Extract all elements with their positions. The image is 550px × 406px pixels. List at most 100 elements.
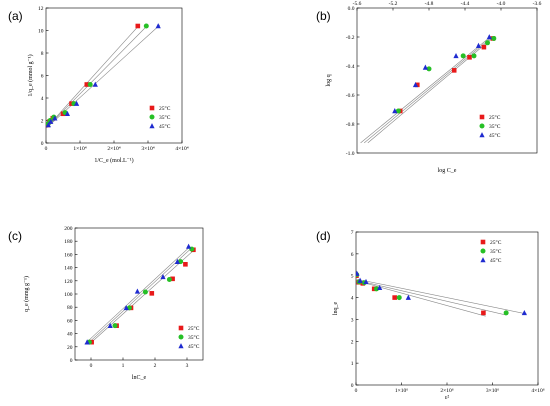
data-point [503,310,509,316]
data-point [521,309,527,316]
legend-label: 35°C [489,123,501,130]
legend-marker [480,239,486,245]
x-tick-label: -4.8 [425,1,434,7]
legend-label: 45°C [188,343,200,350]
y-tick-label: 160 [64,252,73,258]
y-tick-label: 0.0 [348,6,355,12]
legend-label: 35°C [490,248,502,255]
data-point [123,304,129,311]
legend: 25°C 35°C 45°C [149,105,171,130]
fit-line-0 [89,248,196,345]
legend-marker [480,257,486,263]
y-tick-label: 4 [41,96,44,102]
panel-label: (c) [8,229,22,243]
data-point [475,42,482,48]
fit-line-2 [360,36,491,144]
data-point [405,294,411,300]
plot-area [46,23,161,129]
data-point [486,34,492,40]
fit-line-0 [356,280,486,317]
x-tick-label: 1 [122,363,125,369]
legend-label: 25°C [188,325,200,332]
data-point [356,270,360,276]
data-point [84,82,90,87]
data-point [134,288,140,294]
y-axis-label: log q [326,74,332,86]
fit-line-1 [364,36,493,144]
plot-area [84,243,196,345]
data-point [357,277,363,283]
y-tick-label: 3 [351,317,354,323]
x-axis-label: ε² [445,395,450,401]
legend-label: 45°C [159,123,171,130]
data-point [52,115,58,121]
fit-line-0 [46,24,140,129]
legend-label: 25°C [159,105,171,112]
data-point [481,310,486,316]
chart-panel-b: (b) -5.6 -5.2 -4.8 -4.4 -4.0 -3.6 -1.0 -0.8 -0.6 -… [316,1,542,174]
x-axis-label: lnC_e [132,375,147,381]
plot-area [356,270,527,317]
x-tick-label: 0 [355,388,358,394]
y-tick-label: 4 [351,296,354,302]
y-tick-label: 20 [67,345,73,351]
x-tick-label: 4×10⁶ [531,388,544,394]
data-point [74,100,80,106]
x-axis-label: 1/C_e (mol.L⁻¹) [94,157,133,164]
y-tick-label: 6 [41,74,44,80]
data-point [373,286,379,292]
panel-label: (a) [8,9,23,23]
data-point [160,273,166,280]
data-point [174,258,180,264]
legend-label: 45°C [489,132,501,139]
data-point [392,108,398,114]
data-point [396,295,402,301]
x-tick-label: -3.6 [533,1,542,7]
y-tick-label: 1 [351,361,354,367]
legend-marker [479,123,485,129]
x-axis-label: log C_e [438,168,457,174]
data-point [48,118,54,124]
data-point [46,122,51,128]
data-point [149,291,155,296]
data-point [186,243,192,249]
y-tick-label: 0 [70,358,73,364]
legend: 25°C 35°C 45°C [479,114,501,139]
fit-line-1 [356,279,507,316]
legend-label: 25°C [489,114,501,121]
fit-line-1 [86,247,193,345]
x-tick-label: 1×10⁶ [395,388,408,394]
data-point [170,276,175,282]
data-point [142,289,148,295]
data-point [395,108,401,114]
x-tick-label: 3 [186,363,189,369]
data-point [460,53,466,59]
y-tick-label: 2 [41,119,44,125]
y-tick-label: -0.6 [346,93,355,99]
legend-marker [178,334,184,340]
legend-label: 45°C [490,257,502,264]
x-tick-label: 3×10⁶ [486,388,499,394]
data-point [471,53,477,59]
data-point [135,23,141,29]
legend-marker [479,114,485,120]
y-tick-label: 100 [64,292,73,298]
x-tick-label: 0 [45,146,48,152]
data-point [87,82,93,87]
y-tick-label: 7 [351,230,354,236]
legend-label: 25°C [490,239,502,246]
data-point [392,295,397,300]
fit-line-1 [46,24,149,129]
plot-frame [45,7,183,144]
y-tick-label: 200 [64,226,73,232]
y-tick-label: 180 [64,239,73,245]
x-tick-label: 1×10⁴ [73,146,86,152]
y-tick-label: 40 [67,332,73,338]
x-tick-label: 0 [90,363,93,369]
x-tick-label: -4.0 [497,1,506,7]
data-point [143,23,149,29]
chart-panel-a: (a) 0 1×10⁴ 2×10⁴ 3×10⁴ 4×10⁴ 0 2 4 6 8 10 12 1/C_e (… [8,6,189,164]
data-point [92,81,98,87]
panel-label: (d) [316,229,331,243]
